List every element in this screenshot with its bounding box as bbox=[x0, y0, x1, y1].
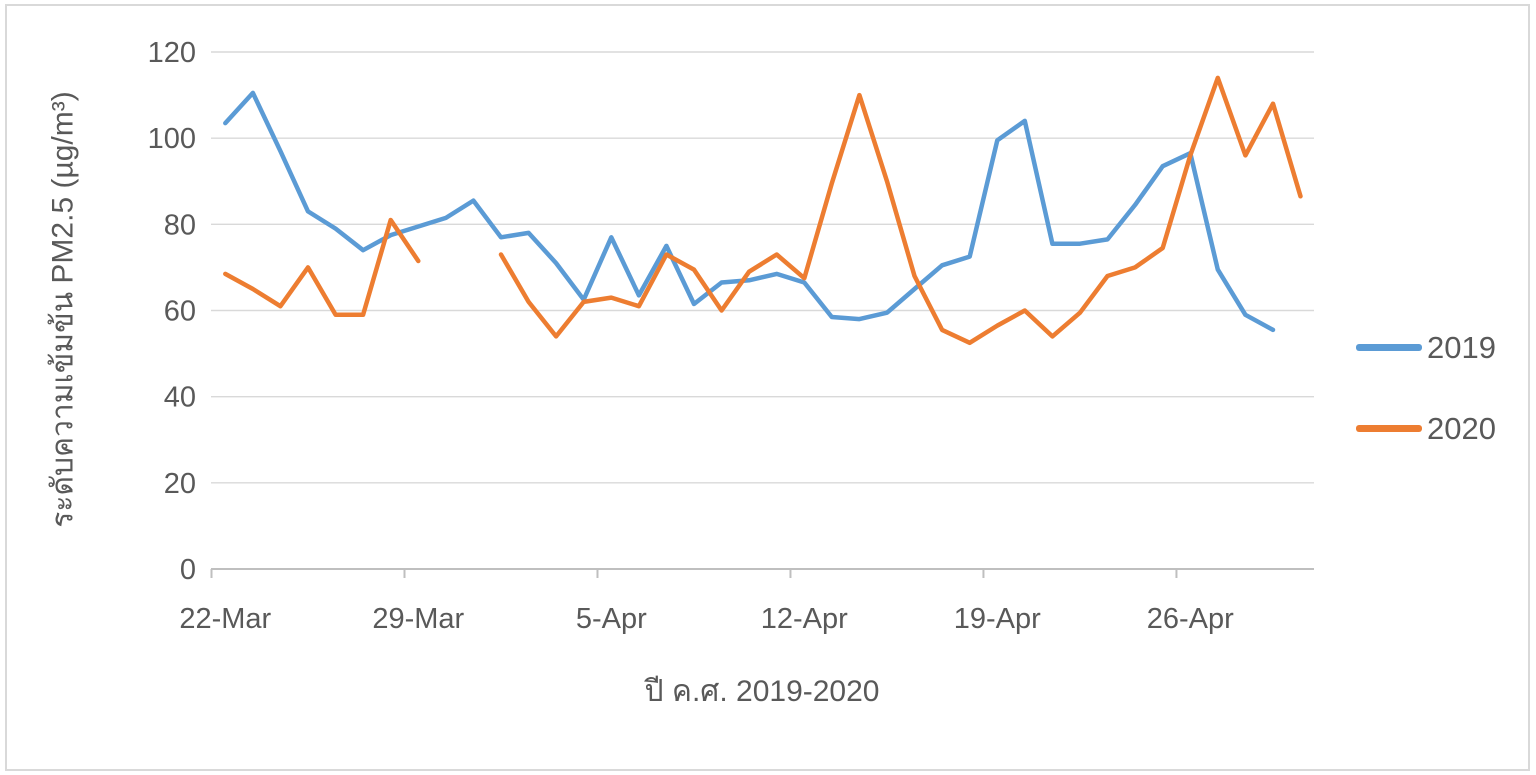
y-tick-label: 20 bbox=[164, 468, 196, 500]
x-tick-label: 26-Apr bbox=[1147, 603, 1234, 635]
x-axis-title: ปี ค.ศ. 2019-2020 bbox=[644, 675, 880, 708]
legend-swatch-2020 bbox=[1356, 424, 1422, 432]
legend: 2019 2020 bbox=[1356, 326, 1526, 488]
legend-swatch-2019 bbox=[1356, 343, 1422, 351]
series-line-2019 bbox=[223, 90, 1276, 333]
series-line-2020 bbox=[223, 217, 421, 318]
series-line-2020 bbox=[498, 75, 1303, 346]
x-tick-label: 12-Apr bbox=[761, 603, 848, 635]
y-tick-label: 0 bbox=[180, 554, 196, 586]
legend-label-2020: 2020 bbox=[1427, 410, 1496, 446]
y-tick-label: 80 bbox=[164, 209, 196, 241]
y-tick-label: 60 bbox=[164, 296, 196, 328]
legend-item-2020[interactable]: 2020 bbox=[1356, 407, 1526, 449]
y-axis-title: ระดับความเข้มข้น PM2.5 (µg/m³) bbox=[46, 91, 80, 528]
legend-item-2019[interactable]: 2019 bbox=[1356, 326, 1526, 368]
x-tick-label: 5-Apr bbox=[576, 603, 647, 635]
x-tick-label: 19-Apr bbox=[954, 603, 1041, 635]
x-tick-label: 29-Mar bbox=[372, 603, 464, 635]
y-tick-label: 100 bbox=[148, 123, 196, 155]
y-tick-label: 120 bbox=[148, 37, 196, 69]
x-tick-label: 22-Mar bbox=[179, 603, 271, 635]
y-tick-label: 40 bbox=[164, 382, 196, 414]
legend-label-2019: 2019 bbox=[1427, 329, 1496, 365]
